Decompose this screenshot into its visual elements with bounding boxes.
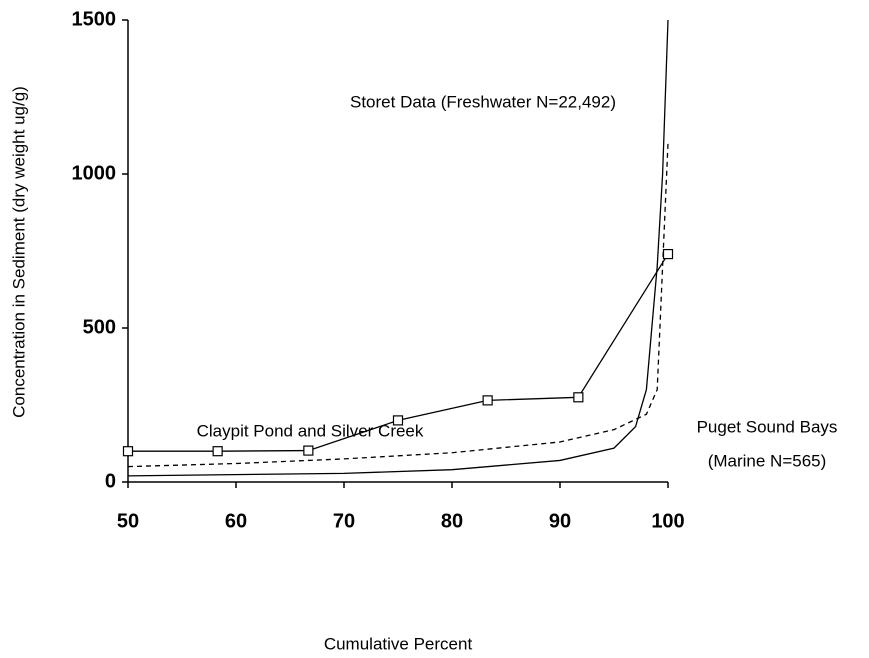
- y-tick-label: 500: [83, 316, 116, 338]
- y-tick-label: 1500: [72, 8, 117, 30]
- x-tick-label: 50: [117, 510, 139, 532]
- x-tick-label: 60: [225, 510, 247, 532]
- marker: [212, 446, 223, 457]
- annotation: Claypit Pond and Silver Creek: [197, 421, 424, 440]
- marker: [573, 392, 584, 403]
- y-axis-label: Concentration in Sediment (dry weight ug…: [9, 86, 28, 418]
- x-tick-label: 80: [441, 510, 463, 532]
- annotation: Storet Data (Freshwater N=22,492): [350, 92, 616, 111]
- series-line: [127, 143, 669, 468]
- x-tick-label: 100: [651, 510, 684, 532]
- series-line: [127, 19, 669, 477]
- x-tick-label: 70: [333, 510, 355, 532]
- marker: [662, 248, 674, 260]
- y-tick-label: 1000: [72, 162, 117, 184]
- annotation: Puget Sound Bays: [697, 417, 838, 436]
- x-axis-label: Cumulative Percent: [324, 634, 473, 653]
- marker: [303, 445, 314, 456]
- annotation: (Marine N=565): [708, 451, 827, 470]
- marker: [122, 446, 134, 457]
- marker: [482, 395, 493, 406]
- y-tick-label: 0: [105, 470, 116, 492]
- marker: [392, 415, 404, 426]
- x-tick-label: 90: [549, 510, 571, 532]
